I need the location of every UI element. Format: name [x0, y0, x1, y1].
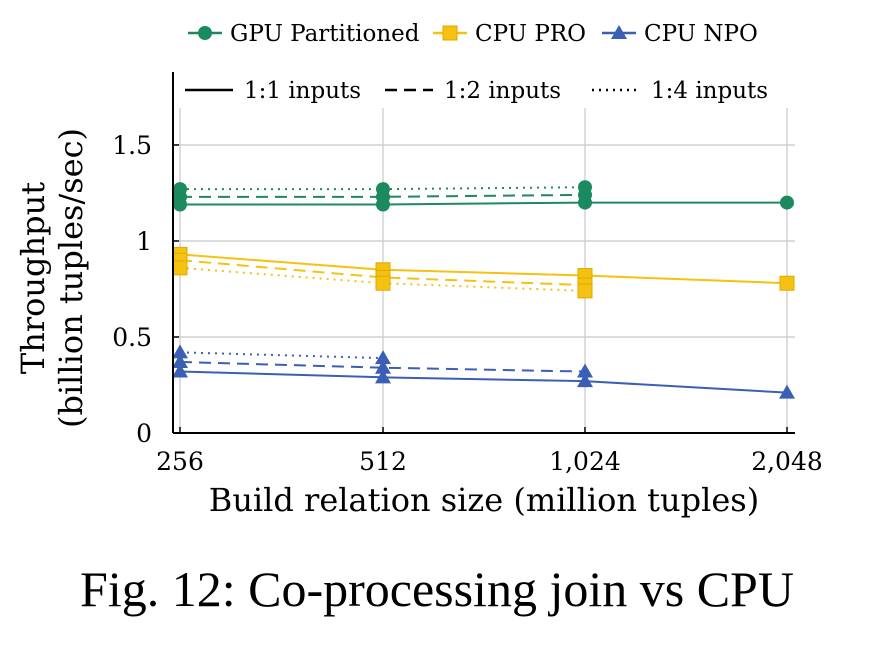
legend-label-ratio-1-4: 1:4 inputs — [651, 78, 768, 104]
x-tick-label-1-024: 1,024 — [549, 447, 621, 476]
series-line-cpu-npo-1-2-inputs — [179, 360, 586, 373]
legend-label-cpu-pro: CPU PRO — [475, 21, 586, 47]
axes — [172, 72, 795, 434]
chart: 256 512 1,024 2,048 0 0.5 1 1.5 GPU Partitione… — [14, 21, 823, 519]
series-markers — [172, 180, 795, 399]
data-point-cpu-npo-1-1-inputs — [375, 369, 391, 384]
series-line-cpu-npo-1-4-inputs — [179, 351, 384, 360]
legend-entry-ratio-1-1: 1:1 inputs — [185, 78, 361, 104]
data-point-gpu-partitioned-1-1-inputs — [780, 195, 794, 210]
series-line-gpu-partitioned-1-1-inputs — [180, 201, 787, 206]
x-tick-label-512: 512 — [359, 447, 407, 476]
triangle-marker-icon — [611, 25, 627, 39]
x-tick-label-256: 256 — [156, 447, 204, 476]
circle-marker-icon — [198, 26, 212, 40]
data-point-cpu-pro-1-4-inputs — [375, 275, 391, 291]
data-point-cpu-pro-1-1-inputs — [779, 275, 795, 291]
y-tick-label-0-5: 0.5 — [112, 323, 152, 352]
figure-caption: Fig. 12: Co-processing join vs CPU — [80, 561, 794, 617]
data-point-cpu-pro-1-4-inputs — [577, 283, 593, 299]
y-axis-label: Throughput (billion tuples/sec) — [14, 128, 90, 428]
data-point-cpu-npo-1-1-inputs — [779, 384, 795, 399]
x-tick-label-2-048: 2,048 — [751, 447, 823, 476]
data-point-cpu-npo-1-2-inputs — [375, 359, 391, 374]
data-point-cpu-npo-1-1-inputs — [577, 373, 593, 388]
legend-label-gpu-partitioned: GPU Partitioned — [230, 21, 420, 47]
series-line-gpu-partitioned-1-2-inputs — [180, 193, 586, 198]
data-point-cpu-npo-1-4-inputs — [172, 344, 188, 359]
y-axis-label-line-1: Throughput — [14, 182, 52, 374]
data-point-cpu-npo-1-2-inputs — [172, 353, 188, 368]
data-point-cpu-npo-1-4-inputs — [375, 350, 391, 365]
y-tick-labels: 0 0.5 1 1.5 — [112, 131, 152, 448]
series-lines — [179, 186, 788, 394]
data-point-gpu-partitioned-1-4-inputs — [578, 180, 592, 195]
data-point-gpu-partitioned-1-4-inputs — [376, 182, 390, 197]
x-axis-label: Build relation size (million tuples) — [209, 481, 759, 519]
data-point-gpu-partitioned-1-4-inputs — [173, 182, 187, 197]
legend-entry-cpu-pro: CPU PRO — [433, 21, 586, 47]
data-point-cpu-pro-1-4-inputs — [172, 260, 188, 276]
y-tick-label-0: 0 — [136, 419, 152, 448]
legend-ratios: 1:1 inputs 1:2 inputs 1:4 inputs — [178, 72, 788, 108]
legend-entry-ratio-1-4: 1:4 inputs — [592, 78, 768, 104]
legend-label-cpu-npo: CPU NPO — [644, 21, 758, 47]
y-tick-label-1-5: 1.5 — [112, 131, 152, 160]
y-tick-label-1: 1 — [136, 227, 152, 256]
series-line-cpu-npo-1-1-inputs — [179, 370, 788, 394]
series-line-cpu-pro-1-2-inputs — [179, 259, 586, 287]
legend-label-ratio-1-1: 1:1 inputs — [244, 78, 361, 104]
series-line-cpu-pro-1-1-inputs — [179, 253, 788, 285]
data-point-cpu-npo-1-1-inputs — [172, 363, 188, 378]
legend-entry-gpu-partitioned: GPU Partitioned — [188, 21, 420, 47]
grid — [173, 72, 795, 433]
legend-entry-cpu-npo: CPU NPO — [602, 21, 758, 47]
square-marker-icon — [442, 25, 458, 41]
legend-label-ratio-1-2: 1:2 inputs — [444, 78, 561, 104]
legend-algorithms: GPU Partitioned CPU PRO CPU NPO — [188, 21, 758, 47]
x-tick-labels: 256 512 1,024 2,048 — [156, 447, 823, 476]
data-point-cpu-npo-1-2-inputs — [577, 363, 593, 378]
legend-entry-ratio-1-2: 1:2 inputs — [385, 78, 561, 104]
y-axis-label-line-2: (billion tuples/sec) — [52, 128, 90, 428]
